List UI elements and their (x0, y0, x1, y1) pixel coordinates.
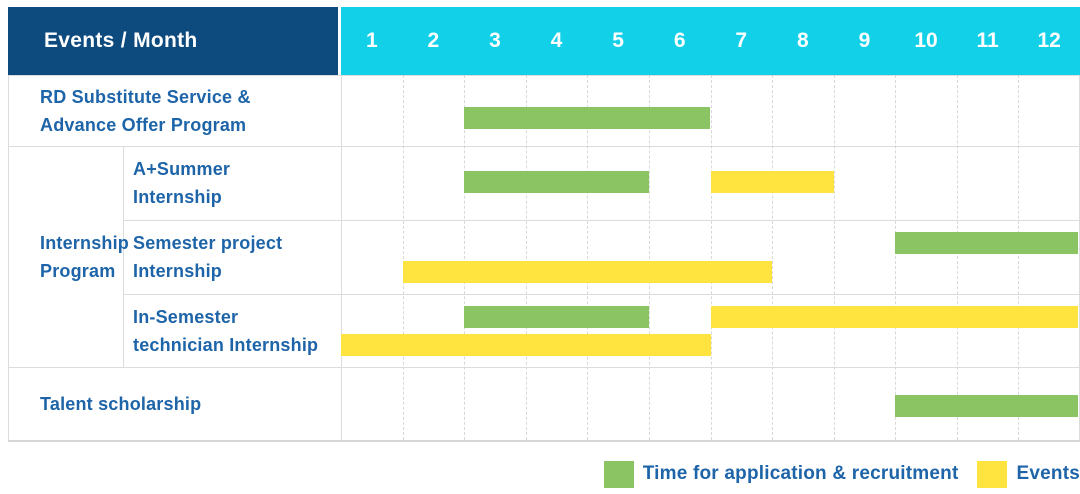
gantt-bar-application (895, 232, 1078, 254)
legend: Time for application & recruitment Event… (0, 459, 1080, 489)
gantt-bar-application (464, 171, 649, 193)
month-gridline (710, 75, 712, 440)
month-header-row: 1 2 3 4 5 6 7 8 9 10 11 12 (341, 7, 1080, 75)
row-label-line: RD Substitute Service & (40, 86, 251, 107)
grid-line-row4-bottom (8, 367, 1080, 368)
month-gridline (402, 75, 404, 440)
grid-line-left-edge (8, 75, 9, 441)
gantt-bar-application (895, 395, 1078, 417)
gantt-bar-events (402, 261, 773, 283)
month-label: 3 (489, 29, 501, 52)
row-label-in-semester: In-Semester technician Internship (133, 294, 338, 367)
row-label-line: Internship (133, 261, 223, 281)
month-label: 12 (1037, 29, 1061, 52)
month-label: 8 (796, 29, 809, 52)
row-label-line: Advance Offer Program (40, 114, 247, 135)
group-label-internship-program: Internship Program (40, 146, 130, 367)
row-label-line: technician Internship (133, 334, 319, 355)
legend-label-application: Time for application & recruitment (642, 463, 959, 484)
group-label-line: Internship (40, 232, 130, 253)
row-label-line: Talent scholarship (40, 394, 202, 414)
month-gridline (956, 75, 958, 440)
legend-label-events: Events (1016, 463, 1080, 484)
events-yellow-swatch (977, 460, 1008, 488)
month-label: 1 (365, 29, 378, 52)
month-gridline (525, 75, 527, 440)
row-label-talent-scholarship: Talent scholarship (40, 367, 335, 441)
grid-line-group-separator (123, 146, 124, 367)
grid-line-header-bottom (8, 75, 1080, 76)
gantt-bar-events (341, 334, 711, 356)
month-label: 2 (427, 29, 440, 52)
month-gridline (772, 75, 774, 440)
month-gridline (587, 75, 589, 440)
month-gridline (895, 75, 897, 440)
gantt-bar-application (464, 306, 649, 328)
month-label: 7 (735, 29, 748, 52)
events-month-title: Events / Month (44, 29, 198, 52)
gantt-bar-application (464, 107, 711, 129)
gantt-bar-events (710, 306, 1078, 328)
row-label-semester-project: Semester project Internship (133, 220, 338, 294)
row-label-line: In-Semester (133, 306, 239, 327)
grid-line-table-bottom (8, 440, 1080, 442)
month-label: 6 (673, 29, 686, 52)
grid-line-row2-bottom (123, 220, 1080, 221)
month-gridline (833, 75, 835, 440)
month-gridline (1018, 75, 1020, 440)
row-label-line: Internship (133, 187, 223, 207)
month-label: 5 (612, 29, 624, 52)
month-gridline (464, 75, 466, 440)
month-label: 11 (976, 29, 999, 52)
gantt-bar-events (710, 171, 834, 193)
month-label: 9 (858, 29, 871, 52)
month-gridline (648, 75, 650, 440)
month-label: 10 (914, 29, 938, 52)
grid-line-row1-bottom (8, 146, 1080, 147)
grid-line-row3-bottom (123, 294, 1080, 295)
application-green-swatch (603, 460, 634, 488)
group-label-line: Program (40, 260, 116, 281)
row-label-rd-substitute: RD Substitute Service & Advance Offer Pr… (40, 75, 335, 146)
grid-line-label-separator (341, 75, 342, 441)
row-label-line: Semester project (133, 233, 283, 253)
row-label-line: A+Summer (133, 159, 231, 179)
month-label: 4 (550, 29, 563, 52)
events-month-header-cell: Events / Month (8, 7, 338, 75)
row-label-a-plus-summer: A+Summer Internship (133, 146, 338, 220)
